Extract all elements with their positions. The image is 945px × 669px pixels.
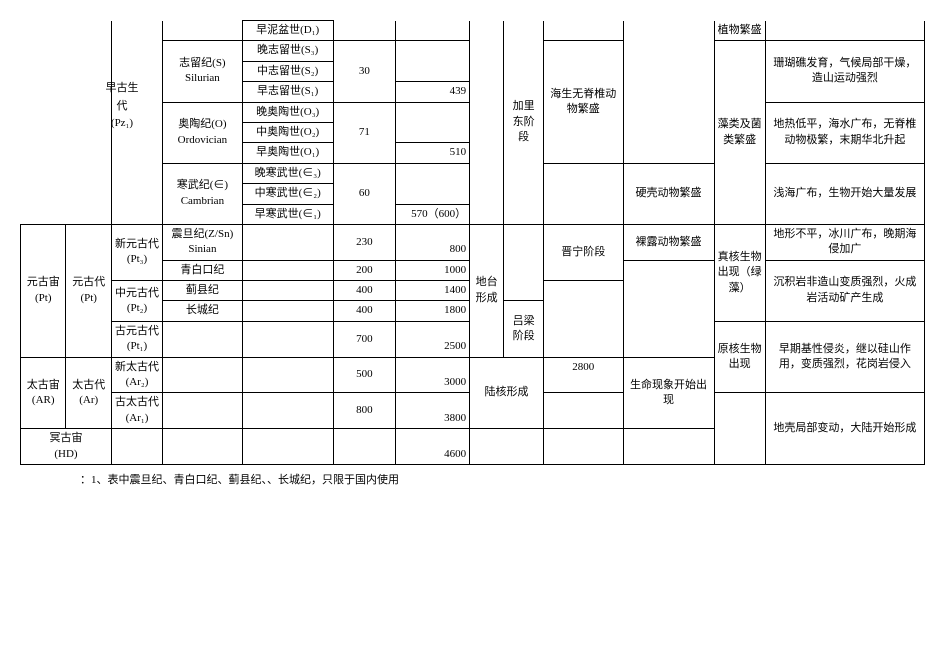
age-changcheng: 1800: [396, 301, 470, 321]
era-taiguzhou: 太古宙: [27, 379, 60, 391]
epoch-s3: 晚志留世(S₃): [242, 41, 333, 61]
geology-luhe: 陆核形成: [470, 357, 544, 429]
era-zhongyuan-code: (Pt₂): [127, 302, 147, 314]
stage-jialidong: 加里东阶段: [504, 21, 544, 225]
bio-marine-invert: 海生无脊椎动物繁盛: [543, 41, 623, 163]
bio-naked: 裸露动物繁盛: [623, 224, 714, 260]
age-silurian: 439: [396, 82, 470, 102]
duration-silurian: 30: [333, 41, 396, 102]
age-ordovician: 510: [396, 143, 470, 163]
age-xintaigu: 3000: [396, 357, 470, 393]
remark-crust: 地壳局部变动，大陆开始形成: [765, 393, 924, 465]
age-gutaigu: 3800: [396, 393, 470, 429]
epoch-o3: 晚奥陶世(O₃): [242, 102, 333, 122]
era-mingu-code: (HD): [54, 448, 77, 460]
era-yuangudai-code: (Pt): [80, 292, 97, 304]
duration-guyuan: 700: [333, 321, 396, 357]
period-cambrian: 寒武纪(∈): [177, 179, 228, 191]
geology-ditai: 地台形成: [470, 224, 504, 357]
remark-lowland: 地热低平，海水广布，无脊椎动物极繁，末期华北升起: [765, 102, 924, 163]
table-row: 早泥盆世(D₁) 加里东阶段 植物繁盛: [21, 21, 925, 41]
period-sinian-eng: Sinian: [188, 243, 216, 255]
era-taigudai: 太古代: [72, 379, 105, 391]
era-yuanguzhou-code: (Pt): [35, 292, 52, 304]
period-silurian: 志留纪(S): [179, 57, 225, 69]
age-jixian: 1400: [396, 281, 470, 301]
stage-jinning: 晋宁阶段: [543, 224, 623, 280]
duration-qingbaikou: 200: [333, 260, 396, 280]
period-ordovician-eng: Ordovician: [178, 134, 227, 146]
duration-gutaigu: 800: [333, 393, 396, 429]
era-guyuan-code: (Pt₁): [127, 340, 147, 352]
plants-algae: 藻类及菌类繁盛: [714, 41, 765, 225]
age-lvliang-marker: 2800: [543, 357, 623, 393]
period-sinian: 震旦纪(Z/Sn): [172, 228, 234, 240]
era-gutaigu: 古太古代: [115, 396, 159, 408]
period-qingbaikou: 青白口纪: [163, 260, 243, 280]
age-qingbaikou: 1000: [396, 260, 470, 280]
duration-jixian: 400: [333, 281, 396, 301]
epoch-s2: 中志留世(S₂): [242, 61, 333, 81]
epoch-e1: 早寒武世(∈₁): [242, 204, 333, 224]
duration-changcheng: 400: [333, 301, 396, 321]
period-ordovician: 奥陶纪(O): [178, 118, 226, 130]
era-gutaigu-code: (Ar₁): [126, 412, 149, 424]
duration-sinian: 230: [333, 224, 396, 260]
era-xinyuan-code: (Pt₃): [127, 253, 147, 265]
bio-prokaryote: 原核生物出现: [714, 321, 765, 393]
age-sinian: 800: [396, 224, 470, 260]
era-zhongyuan: 中元古代: [115, 287, 159, 299]
epoch-e3: 晚寒武世(∈₃): [242, 163, 333, 183]
period-changcheng: 长城纪: [163, 301, 243, 321]
remark-coral: 珊瑚礁发育，气候局部干燥，造山运动强烈: [765, 41, 924, 102]
era-guyuan: 古元古代: [115, 325, 159, 337]
age-mingu: 4600: [396, 429, 470, 465]
era-taiguzhou-code: (AR): [32, 394, 55, 406]
epoch-d1: 早泥盆世(D₁): [242, 21, 333, 41]
remark-orogeny: 沉积岩非造山变质强烈，火成岩活动矿产生成: [765, 260, 924, 321]
era-xintaigu-code: (Ar₂): [126, 376, 149, 388]
plants-prosper: 植物繁盛: [714, 21, 765, 41]
age-cambrian: 570（600）: [396, 204, 470, 224]
era-yuangudai: 元古代: [72, 276, 105, 288]
era-xintaigu: 新太古代: [115, 361, 159, 373]
epoch-o1: 早奥陶世(O₁): [242, 143, 333, 163]
period-jixian: 蓟县纪: [163, 281, 243, 301]
stage-lvliang: 吕梁阶段: [504, 301, 544, 357]
age-guyuan: 2500: [396, 321, 470, 357]
era-xinyuan: 新元古代: [115, 238, 159, 250]
epoch-o2: 中奥陶世(O₂): [242, 122, 333, 142]
remark-shallow: 浅海广布，生物开始大量发展: [765, 163, 924, 224]
duration-ordovician: 71: [333, 102, 396, 163]
duration-cambrian: 60: [333, 163, 396, 224]
era-yuanguzhou: 元古宙: [27, 276, 60, 288]
table-row: 元古宙(Pt) 元古代(Pt) 新元古代(Pt₃) 震旦纪(Z/Sn)Sinia…: [21, 224, 925, 260]
bio-life-begin: 生命现象开始出现: [623, 357, 714, 429]
era-mingu: 冥古宙: [49, 432, 82, 444]
footnote: ：1、表中震旦纪、青白口纪、蓟县纪、、长城纪，只限于国内使用: [20, 471, 925, 487]
epoch-s1: 早志留世(S₁): [242, 82, 333, 102]
era-taigudai-code: (Ar): [79, 394, 98, 406]
geologic-time-table: 早泥盆世(D₁) 加里东阶段 植物繁盛 志留纪(S) Silurian 晚志留世(…: [20, 20, 925, 465]
remark-early-base: 早期基性侵炎，继以硅山作用，变质强烈，花岗岩侵入: [765, 321, 924, 393]
era-pz1-overlay: 早古生代(Pz₁): [102, 80, 142, 133]
bio-eukaryote: 真核生物出现（绿藻）: [714, 224, 765, 321]
period-silurian-eng: Silurian: [185, 72, 220, 84]
epoch-e2: 中寒武世(∈₂): [242, 184, 333, 204]
duration-xintaigu: 500: [333, 357, 396, 393]
bio-hard-shell: 硬壳动物繁盛: [623, 163, 714, 224]
remark-glacier: 地形不平，冰川广布，晚期海侵加广: [765, 224, 924, 260]
period-cambrian-eng: Cambrian: [181, 195, 224, 207]
